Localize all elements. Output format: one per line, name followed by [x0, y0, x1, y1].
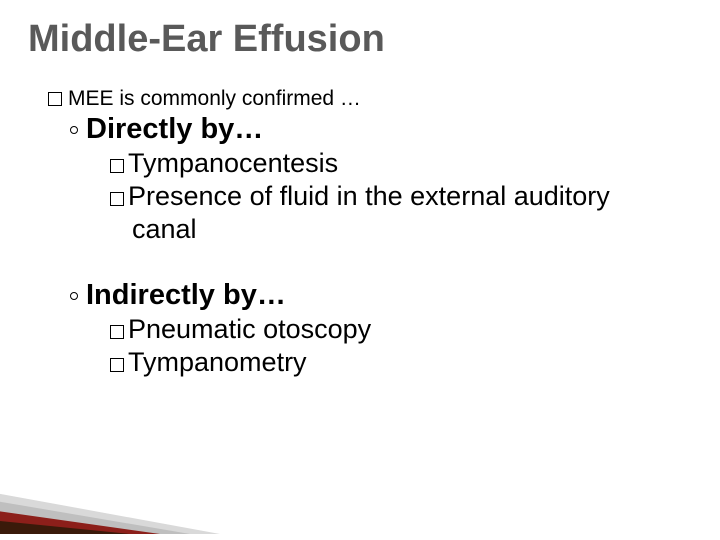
- l3-item-1: Presence of fluid in the external audito…: [128, 181, 610, 244]
- bullet-l1-intro: MEE is commonly confirmed …: [48, 86, 678, 112]
- square-bullet-icon: [110, 325, 124, 339]
- bullet-l3-tympanocentesis: Tympanocentesis: [110, 147, 678, 180]
- square-bullet-icon: [110, 159, 124, 173]
- square-bullet-icon: [110, 192, 124, 206]
- square-bullet-icon: [110, 358, 124, 372]
- ring-bullet-icon: [70, 292, 78, 300]
- bullet-l3-pneumatic: Pneumatic otoscopy: [110, 313, 678, 346]
- spacer: [48, 246, 678, 280]
- bullet-l2-directly: Directly by…: [70, 112, 678, 147]
- l3-item-0: Tympanocentesis: [128, 148, 338, 178]
- bullet-l2-indirectly: Indirectly by…: [70, 278, 678, 313]
- l3-item-3: Tympanometry: [128, 347, 307, 377]
- square-bullet-icon: [48, 92, 62, 106]
- ring-bullet-icon: [70, 126, 78, 134]
- decorative-wedge-icon: [0, 464, 220, 534]
- l2-indirectly-label: Indirectly by…: [86, 279, 286, 311]
- l3-item-2: Pneumatic otoscopy: [128, 314, 371, 344]
- bullet-l3-tympanometry: Tympanometry: [110, 346, 678, 379]
- bullet-l3-fluid: Presence of fluid in the external audito…: [110, 180, 678, 246]
- l2-directly-label: Directly by…: [86, 113, 263, 145]
- slide-body: MEE is commonly confirmed … Directly by……: [48, 86, 678, 379]
- slide-title: Middle-Ear Effusion: [28, 18, 385, 61]
- slide: Middle-Ear Effusion MEE is commonly conf…: [0, 0, 720, 540]
- l1-intro-rest: is commonly confirmed …: [114, 87, 361, 110]
- l1-intro-prefix: MEE: [68, 87, 114, 110]
